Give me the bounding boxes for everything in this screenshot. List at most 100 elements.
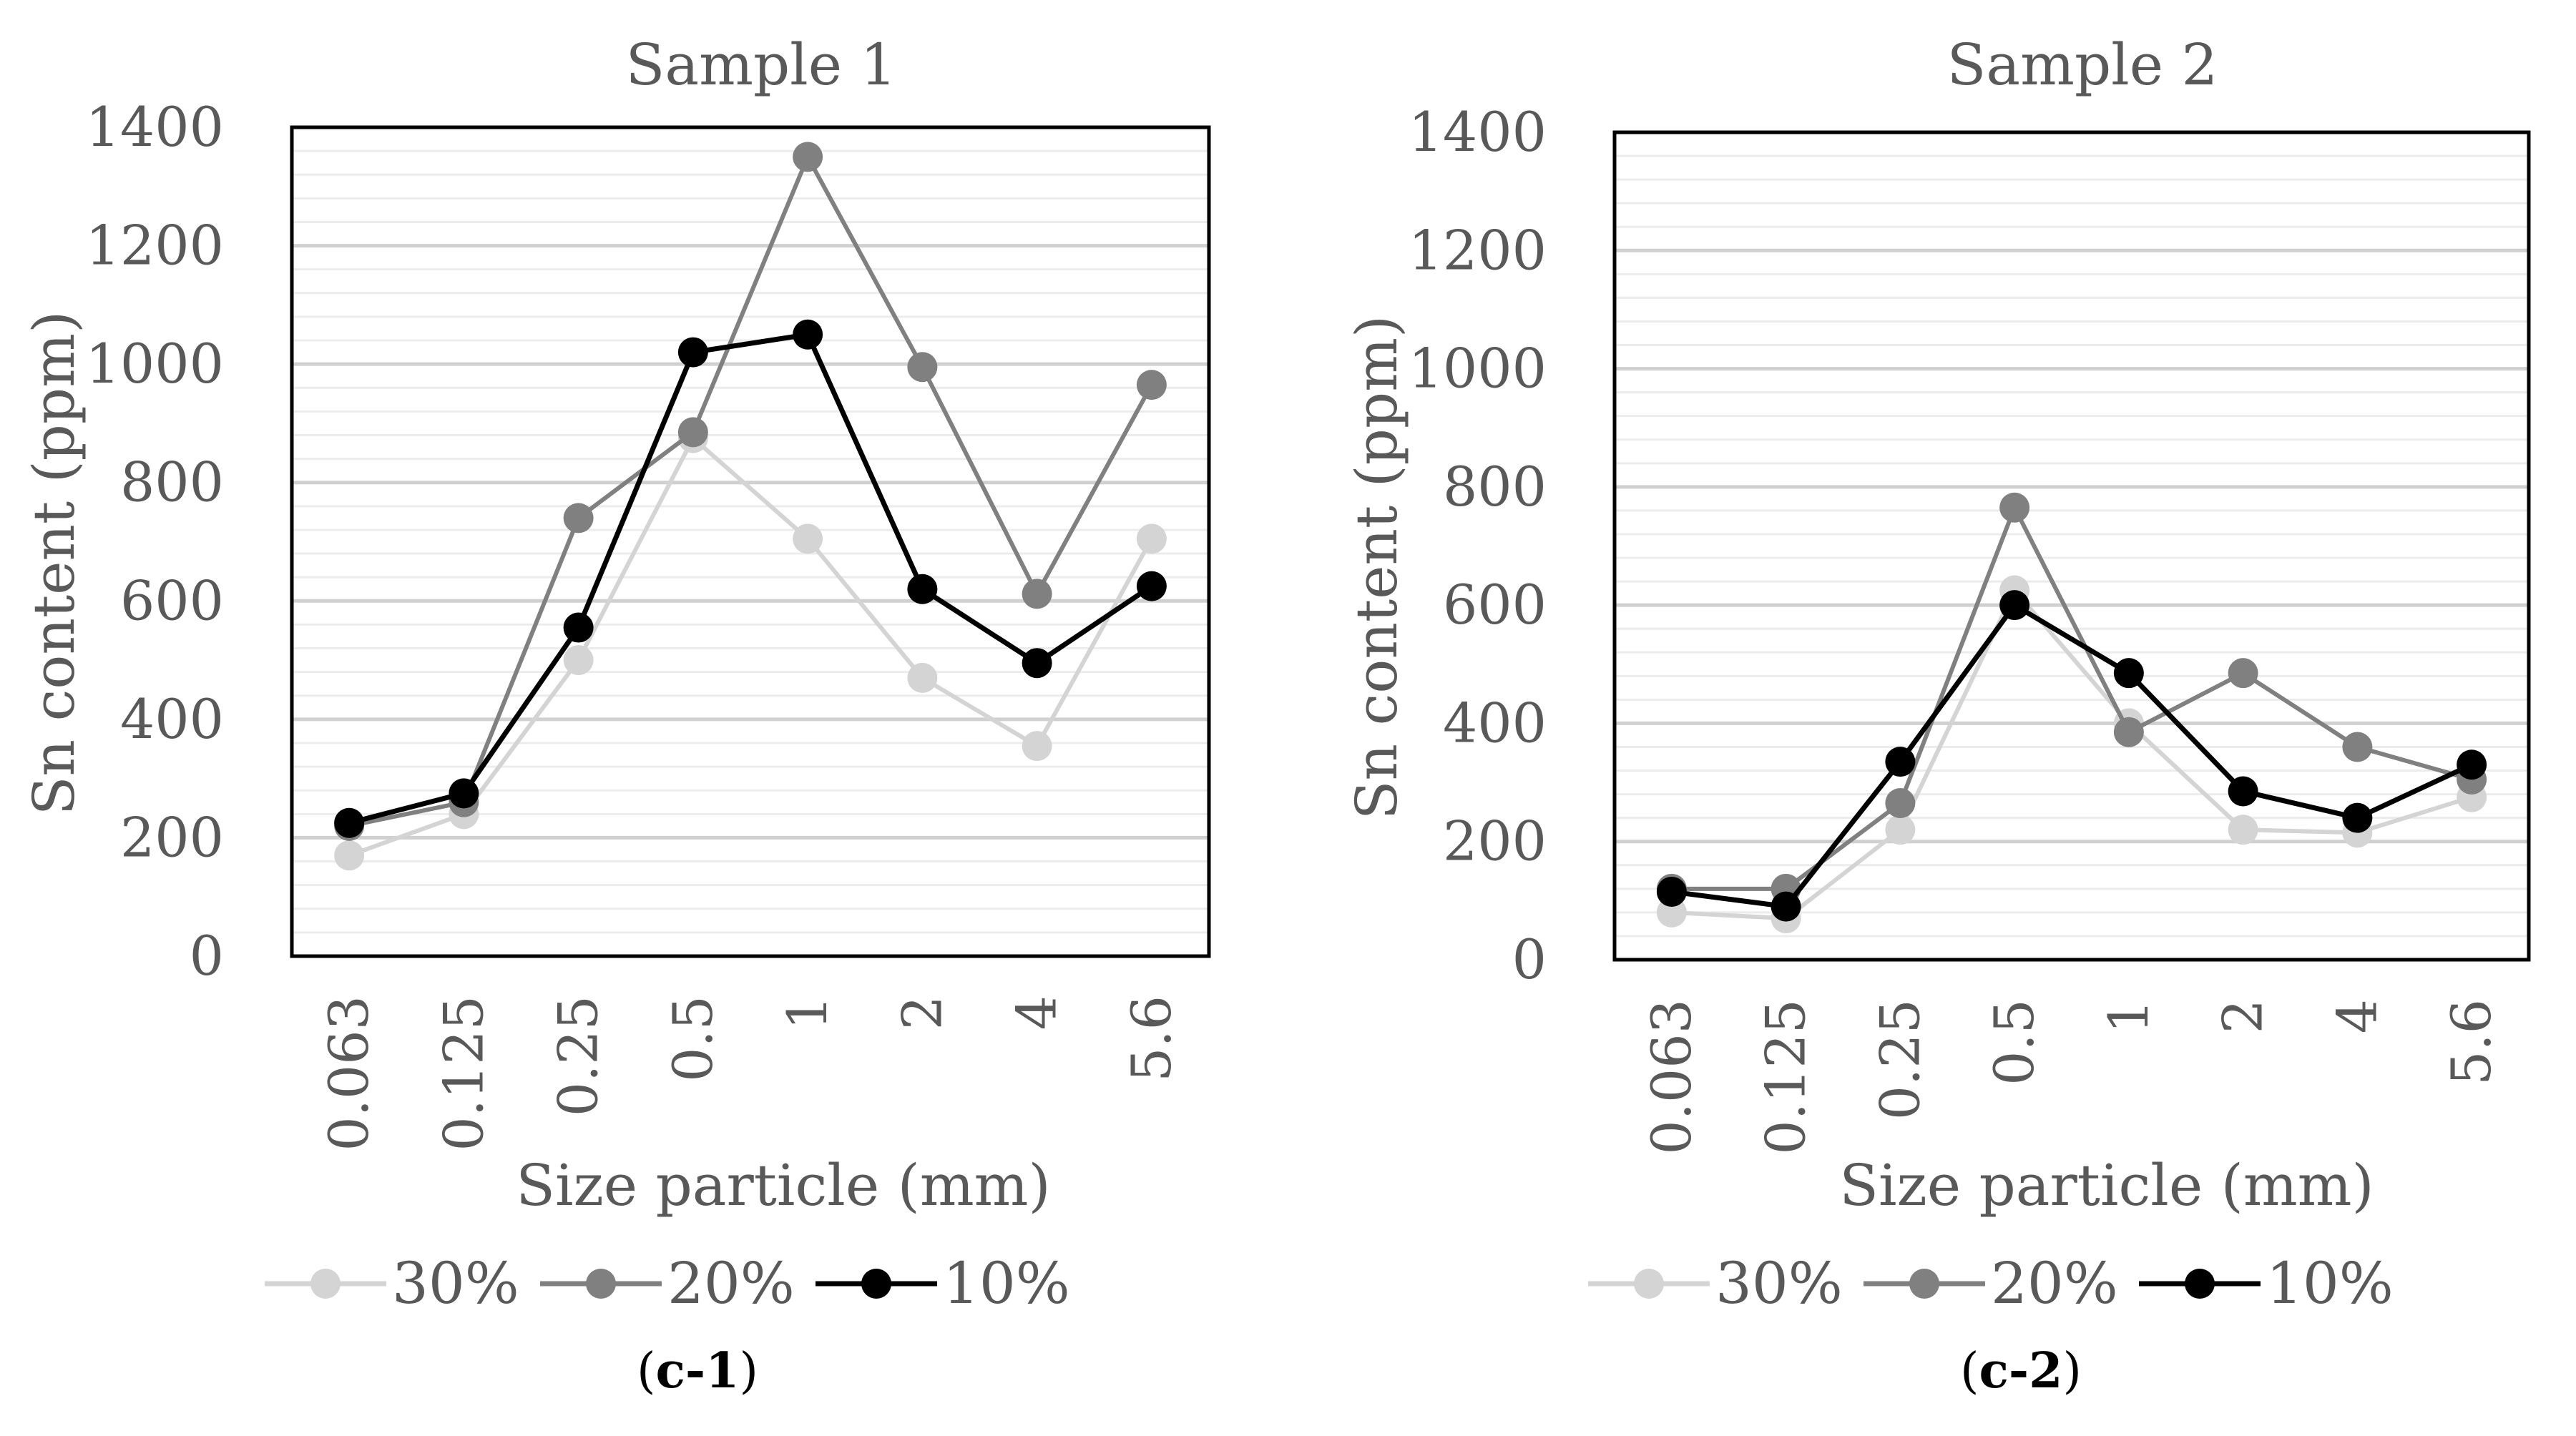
data-point [677, 337, 708, 368]
y-tick-label: 1200 [86, 214, 224, 277]
series-line [348, 154, 1154, 828]
caption-caption_close: ) [2062, 1343, 2082, 1400]
y-tick-label: 1000 [1409, 337, 1547, 400]
data-point [1885, 815, 1916, 845]
legend-item: 20% [1864, 1250, 2118, 1317]
data-point [1999, 590, 2030, 621]
legend-label: 20% [1991, 1250, 2118, 1317]
data-point [563, 645, 594, 676]
series-10% [1656, 590, 2487, 922]
data-point [1022, 648, 1052, 679]
data-point [1885, 787, 1916, 818]
minor-gridlines [292, 149, 1209, 934]
data-point [2228, 658, 2258, 689]
x-tick-label: 0.25 [1868, 999, 1931, 1120]
x-tick-label: 2 [2211, 999, 2275, 1033]
minor-gridlines [1615, 154, 2529, 938]
y-tick-label: 1400 [1409, 100, 1547, 164]
data-point [2228, 815, 2258, 845]
data-point [1656, 876, 1687, 907]
legend-swatch-marker [861, 1269, 891, 1299]
y-axis: 0 200 400 600 800 1000 1200 1400 [1409, 100, 1547, 991]
x-axis-title: Size particle (mm) [516, 1152, 1051, 1219]
x-tick-label: 0.125 [1754, 999, 1818, 1155]
y-axis-title: Sn content (ppm) [21, 311, 87, 816]
legend-label: 20% [667, 1250, 795, 1317]
data-point [563, 612, 594, 643]
data-point [1022, 731, 1052, 762]
legend: 30% 20% 10% [265, 1250, 1070, 1317]
x-tick-label: 0.5 [661, 995, 725, 1082]
legend-item: 10% [816, 1250, 1070, 1317]
x-tick-label: 0.063 [1640, 999, 1703, 1155]
y-tick-label: 200 [1443, 810, 1547, 873]
y-tick-label: 200 [120, 805, 224, 869]
data-point [1136, 523, 1167, 554]
legend-label: 10% [943, 1250, 1070, 1317]
x-tick-label: 5.6 [1120, 995, 1183, 1082]
legend-swatch-marker [2185, 1269, 2215, 1299]
series-line [348, 332, 1153, 826]
y-tick-label: 400 [1443, 691, 1547, 754]
x-axis: 0.063 0.125 0.25 0.5 1 2 4 5.6 [317, 995, 1183, 1151]
legend-label: 30% [1715, 1250, 1843, 1317]
legend-label: 30% [392, 1250, 519, 1317]
data-point [793, 142, 823, 172]
figure-caption: (c-1) [637, 1342, 758, 1400]
x-tick-label: 0.5 [1982, 999, 2046, 1086]
plot-area-border [1612, 130, 2531, 962]
y-tick-label: 600 [120, 569, 224, 632]
x-axis-title: Size particle (mm) [1839, 1152, 2374, 1219]
legend-item: 20% [540, 1250, 795, 1317]
y-tick-label: 1200 [1409, 218, 1547, 282]
figure-caption: (c-2) [1960, 1342, 2082, 1400]
legend-swatch-marker [310, 1269, 341, 1299]
y-tick-label: 800 [120, 451, 224, 514]
x-tick-label: 0.25 [547, 995, 610, 1116]
data-point [1656, 897, 1687, 928]
data-point [907, 352, 938, 383]
legend-item: 10% [2139, 1250, 2394, 1317]
data-point [334, 807, 365, 838]
y-tick-label: 1400 [86, 95, 224, 159]
series-line [1671, 505, 2472, 891]
x-tick-label: 1 [2097, 999, 2160, 1033]
legend-item: 30% [265, 1250, 519, 1317]
data-point [907, 662, 938, 693]
caption-caption_open: ( [1960, 1343, 1979, 1400]
data-point [1885, 747, 1916, 777]
x-tick-label: 0.063 [317, 995, 381, 1151]
chart-title: Sample 2 [1947, 31, 2218, 98]
y-tick-label: 0 [190, 924, 224, 988]
y-tick-label: 0 [1512, 928, 1547, 991]
y-tick-label: 400 [120, 687, 224, 751]
y-tick-label: 1000 [86, 332, 224, 395]
data-point [2113, 658, 2144, 689]
caption-caption_bold: c-1 [656, 1342, 740, 1400]
y-tick-label: 800 [1443, 455, 1547, 518]
caption-caption_open: ( [637, 1343, 656, 1400]
legend-swatch-marker [1909, 1269, 1939, 1299]
series-line [1671, 602, 2473, 910]
data-point [2342, 732, 2373, 762]
chart-1: 0 200 400 600 800 1000 1200 1400 0.063 0.125 0.25 0… [21, 31, 1211, 1400]
x-tick-label: 5.6 [2439, 999, 2503, 1086]
data-point [793, 319, 823, 350]
data-point [2228, 776, 2258, 807]
data-point [907, 574, 938, 604]
data-point [793, 523, 823, 554]
caption-caption_bold: c-2 [1979, 1342, 2063, 1400]
x-tick-label: 2 [890, 995, 954, 1030]
x-tick-label: 0.125 [431, 995, 495, 1151]
legend-label: 10% [2266, 1250, 2394, 1317]
data-point [1999, 492, 2030, 523]
data-point [2113, 717, 2144, 747]
plot-area-border [290, 125, 1211, 958]
x-tick-label: 4 [1005, 995, 1069, 1030]
y-axis-title: Sn content (ppm) [1343, 315, 1410, 820]
series-10% [334, 319, 1167, 838]
series-line [1671, 588, 2473, 921]
series-line [348, 436, 1154, 858]
